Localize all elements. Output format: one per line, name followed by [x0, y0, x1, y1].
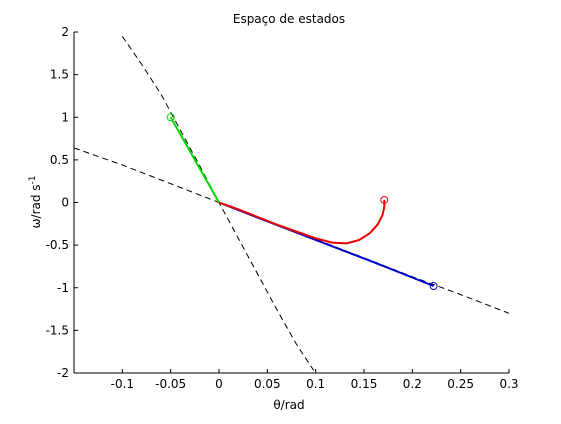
x-tick-label: 0.15	[351, 377, 378, 391]
y-tick-label: -0.5	[46, 238, 69, 252]
y-tick-label: -1.5	[46, 323, 69, 337]
y-tick-label: 1.5	[50, 68, 69, 82]
y-tick-label: 0	[61, 196, 69, 210]
y-tick-label: -2	[57, 366, 69, 380]
marker-circle-1	[166, 113, 175, 122]
series-line-5	[218, 199, 386, 245]
x-tick-label: 0.05	[254, 377, 281, 391]
y-tick-label: -1	[57, 281, 69, 295]
y-axis-label: ω/rad s-1	[28, 175, 43, 228]
y-axis-label-main: ω/rad s	[29, 184, 43, 228]
y-tick-label: 2	[61, 25, 69, 39]
x-tick-label: 0	[215, 377, 223, 391]
x-tick-label: 0.25	[447, 377, 474, 391]
x-tick-label: 0.3	[499, 377, 518, 391]
marker-circle-3	[380, 195, 389, 204]
x-tick-label: -0.1	[111, 377, 134, 391]
x-axis-label: θ/rad	[273, 398, 304, 412]
chart-title: Espaço de estados	[233, 12, 345, 26]
x-tick-label: 0.1	[306, 377, 325, 391]
x-tick-label: -0.05	[155, 377, 186, 391]
y-tick-label: 1	[61, 110, 69, 124]
y-axis-label-superscript: -1	[28, 175, 38, 184]
marker-circle-2	[429, 282, 438, 291]
plot-area: -0.1 -0.05 0 0.05 0.1 0.15 0.2 0.25 0.3 -2 -1.5 -1 -…	[46, 25, 519, 391]
x-tick-label: 0.2	[403, 377, 422, 391]
series-line-3	[169, 116, 220, 203]
y-tick-label: 0.5	[50, 153, 69, 167]
